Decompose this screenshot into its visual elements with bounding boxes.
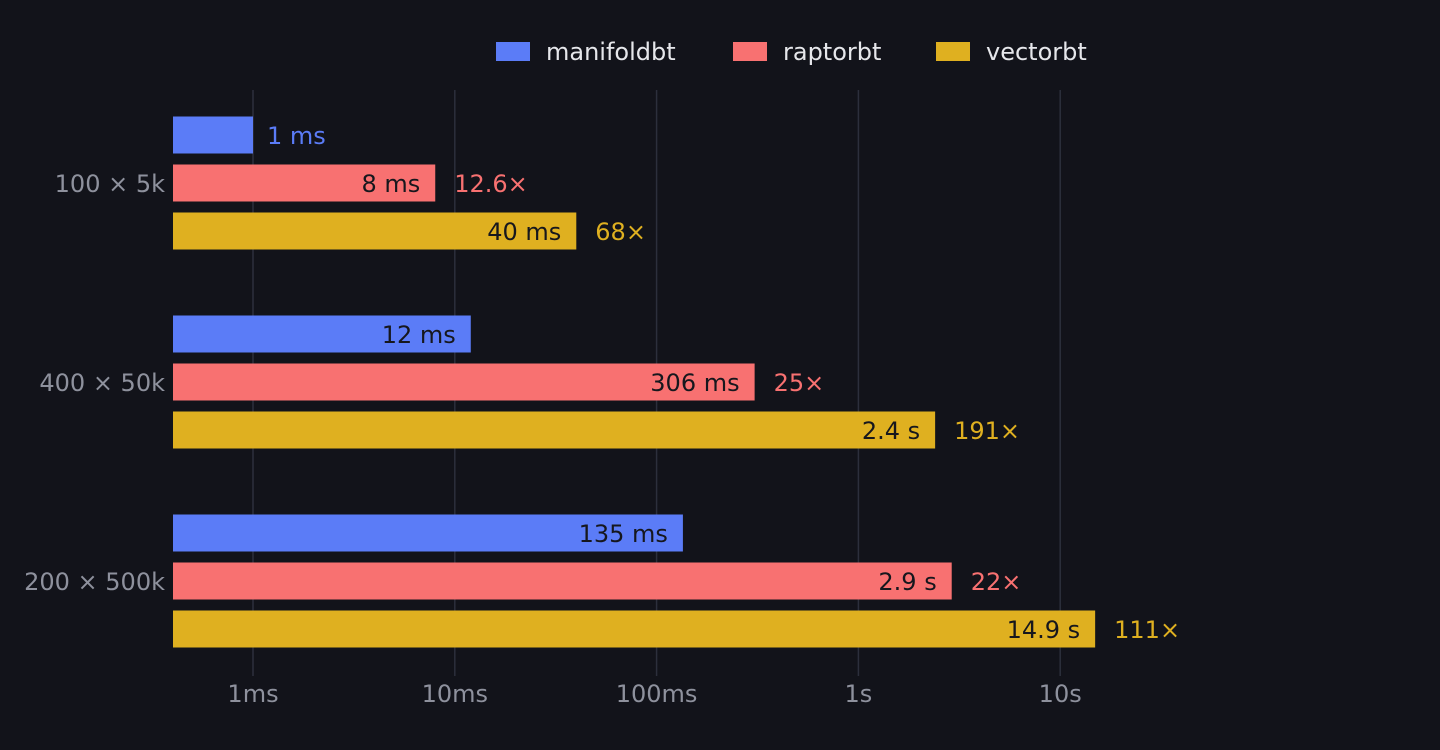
legend-label-manifoldbt: manifoldbt [546, 38, 676, 66]
ratio-label: 25× [774, 369, 825, 397]
bar-vectorbt [173, 610, 1096, 648]
bar-manifoldbt [173, 514, 683, 552]
x-tick-label: 1ms [227, 680, 278, 708]
x-tick-labels: 1ms 10ms 100ms 1s 10s [227, 680, 1081, 708]
bar-raptorbt [173, 363, 755, 401]
category-label: 100 × 5k [55, 170, 165, 198]
x-tick-label: 100ms [616, 680, 698, 708]
ratio-label: 111× [1114, 616, 1180, 644]
bar-raptorbt [173, 562, 952, 600]
bar-value-label: 306 ms [650, 369, 739, 397]
legend-swatch-vectorbt [936, 42, 970, 61]
category-labels: 100 × 5k 400 × 50k 200 × 500k [24, 170, 165, 596]
legend-label-raptorbt: raptorbt [783, 38, 881, 66]
category-label: 400 × 50k [39, 369, 165, 397]
ratio-label: 22× [971, 568, 1022, 596]
bar-manifoldbt [173, 116, 253, 154]
category-label: 200 × 500k [24, 568, 165, 596]
bar-value-label: 12 ms [382, 321, 456, 349]
bar-vectorbt [173, 411, 936, 449]
bar-raptorbt [173, 164, 436, 202]
bar-value-label: 135 ms [579, 520, 668, 548]
ratio-label: 68× [595, 218, 646, 246]
legend-label-vectorbt: vectorbt [986, 38, 1087, 66]
ratio-labels: 12.6× 68× 25× 191× 22× 111× [454, 170, 1180, 644]
bar-value-labels: 1 ms 8 ms 40 ms 12 ms 306 ms 2.4 s 135 ms 2.9 s… [267, 122, 1080, 644]
bar-value-label: 8 ms [361, 170, 420, 198]
legend-swatch-manifoldbt [496, 42, 530, 61]
bar-value-label: 2.9 s [878, 568, 936, 596]
bar-value-label: 40 ms [487, 218, 561, 246]
bar-value-label: 14.9 s [1007, 616, 1081, 644]
legend: manifoldbt raptorbt vectorbt [496, 38, 1087, 66]
x-tick-label: 10ms [422, 680, 488, 708]
x-tick-label: 1s [845, 680, 873, 708]
x-tick-label: 10s [1039, 680, 1082, 708]
ratio-label: 12.6× [454, 170, 528, 198]
bar-vectorbt [173, 212, 577, 250]
bars [173, 116, 1096, 648]
bar-manifoldbt [173, 315, 471, 353]
bar-value-label: 1 ms [267, 122, 326, 150]
ratio-label: 191× [954, 417, 1020, 445]
legend-swatch-raptorbt [733, 42, 767, 61]
bar-value-label: 2.4 s [862, 417, 920, 445]
